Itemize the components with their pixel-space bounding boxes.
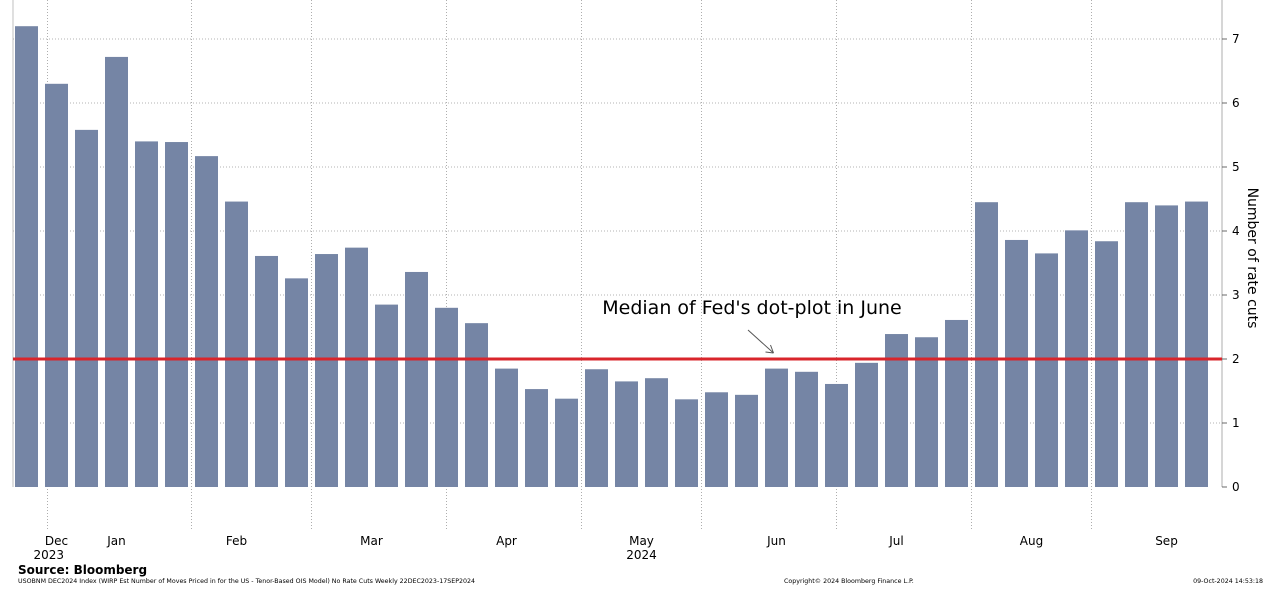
annotation-group: Median of Fed's dot-plot in June: [602, 297, 902, 354]
bar: [855, 362, 878, 487]
x-tick-label: Sep: [1155, 534, 1178, 548]
y-tick-label: 4: [1232, 224, 1240, 238]
bar: [1035, 253, 1058, 487]
bar: [105, 56, 128, 488]
bar: [45, 83, 68, 488]
x-tick-label: Aug: [1020, 534, 1043, 548]
bar: [315, 254, 338, 487]
x-tick-label: May: [629, 534, 654, 548]
bar: [15, 26, 38, 487]
y-axis-label: Number of rate cuts: [1244, 188, 1260, 329]
bar: [1095, 241, 1118, 487]
bar-series: [15, 26, 1208, 488]
bar: [135, 141, 158, 487]
y-tick-label: 6: [1232, 96, 1240, 110]
bar: [345, 247, 368, 487]
y-tick-label: 7: [1232, 32, 1240, 46]
y-tick-label: 0: [1232, 480, 1240, 494]
x-tick-label: Dec: [45, 534, 68, 548]
x-year-label: 2024: [626, 548, 657, 560]
bar: [75, 129, 98, 487]
y-tick-label: 3: [1232, 288, 1240, 302]
annotation-arrow-head: [765, 344, 774, 354]
x-axis: Dec Jan Feb Mar Apr May Jun Jul Aug Sep 2023 2024: [34, 534, 1178, 560]
bar: [735, 394, 758, 487]
bar: [495, 368, 518, 487]
annotation-text: Median of Fed's dot-plot in June: [602, 297, 901, 319]
y-tick-label: 5: [1232, 160, 1240, 174]
bar: [1155, 205, 1178, 487]
bar: [375, 304, 398, 487]
x-tick-label: Mar: [360, 534, 383, 548]
bar: [975, 202, 998, 487]
bar: [645, 378, 668, 487]
bar: [585, 369, 608, 487]
footnote-index-description: USOBNM DEC2024 Index (WIRP Est Number of…: [18, 578, 476, 585]
x-tick-label: Feb: [226, 534, 247, 548]
x-year-label: 2023: [34, 548, 65, 560]
bar: [915, 337, 938, 487]
bar: [165, 142, 188, 488]
bar: [405, 271, 428, 487]
bar: [765, 368, 788, 487]
bar: [795, 371, 818, 487]
x-tick-label: Jan: [106, 534, 126, 548]
bar: [195, 156, 218, 487]
bar: [435, 307, 458, 487]
y-tick-label: 1: [1232, 416, 1240, 430]
bar: [1005, 239, 1028, 487]
bar: [285, 278, 308, 487]
x-tick-label: Jun: [766, 534, 786, 548]
x-tick-label: Apr: [496, 534, 517, 548]
rate-cuts-bar-chart: 0 1 2 3 4 5 6 7 Number of rate cuts Dec Jan Feb Mar…: [12, 0, 1260, 560]
bar: [1185, 201, 1208, 487]
bar: [825, 383, 848, 487]
bar: [525, 389, 548, 487]
annotation-arrow-shaft: [747, 329, 774, 354]
y-axis: 0 1 2 3 4 5 6 7 Number of rate cuts: [1222, 32, 1260, 494]
footnote-timestamp: 09-Oct-2024 14:53:18: [1193, 578, 1263, 585]
footnote-copyright: Copyright© 2024 Bloomberg Finance L.P.: [784, 578, 914, 585]
bar: [945, 319, 968, 487]
bar: [465, 323, 488, 487]
bar: [705, 392, 728, 487]
bar: [255, 255, 278, 487]
bar: [675, 399, 698, 487]
y-tick-label: 2: [1232, 352, 1240, 366]
bar: [615, 381, 638, 487]
bar: [1125, 202, 1148, 487]
bar: [555, 398, 578, 487]
bar: [885, 334, 908, 487]
x-tick-label: Jul: [888, 534, 903, 548]
source-label: Source: Bloomberg: [18, 563, 148, 577]
bar: [225, 201, 248, 487]
